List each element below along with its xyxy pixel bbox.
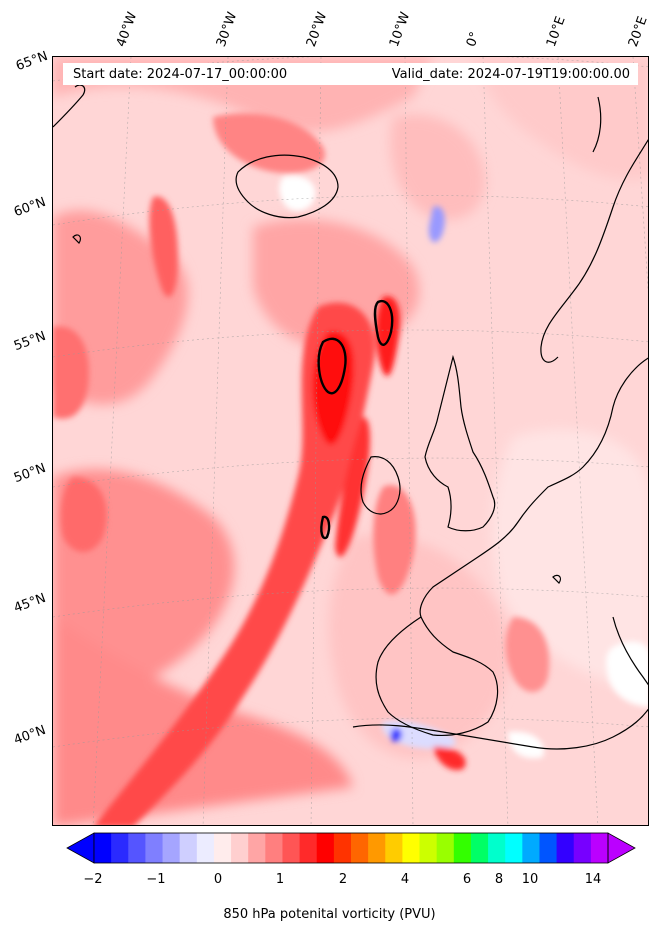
lat-label-50n: 50°N: [12, 460, 48, 487]
colorbar-swatch: [316, 833, 335, 863]
colorbar-swatch: [419, 833, 438, 863]
cb-tick-10: 10: [521, 872, 539, 887]
colorbar-swatch: [231, 833, 249, 863]
colorbar-over-arrow: [607, 832, 636, 864]
colorbar-swatch: [94, 833, 112, 863]
cb-tick-m1: −1: [146, 872, 166, 887]
colorbar-swatch: [573, 833, 592, 863]
lon-label-30w: 30°W: [213, 10, 241, 49]
colorbar-swatch: [128, 833, 146, 863]
colorbar-swatch: [402, 833, 421, 863]
map-panel: Start date: 2024-07-17_00:00:00 Valid_da…: [52, 56, 649, 826]
colorbar-swatch: [556, 833, 575, 863]
colorbar: [66, 832, 636, 864]
colorbar-swatch: [111, 833, 129, 863]
colorbar-swatch: [590, 833, 609, 863]
cb-tick-1: 1: [275, 872, 285, 887]
colorbar-swatch: [351, 833, 369, 863]
colorbar-swatch: [505, 833, 523, 863]
colorbar-swatch: [488, 833, 506, 863]
colorbar-under-arrow: [66, 832, 95, 864]
lon-label-10e: 10°E: [543, 14, 569, 50]
lon-label-0: 0°: [463, 29, 484, 49]
lat-label-60n: 60°N: [12, 194, 48, 221]
colorbar-swatch: [248, 833, 266, 863]
cb-tick-0: 0: [213, 872, 223, 887]
colorbar-swatch: [213, 833, 232, 863]
valid-date-text: Valid_date: 2024-07-19T19:00:00.00: [391, 67, 630, 82]
colorbar-swatch: [522, 833, 540, 863]
colorbar-outline: [93, 832, 609, 864]
cb-tick-2: 2: [338, 872, 348, 887]
colorbar-swatch: [265, 833, 283, 863]
cb-tick-14: 14: [584, 872, 602, 887]
colorbar-swatch: [299, 833, 318, 863]
start-date-text: Start date: 2024-07-17_00:00:00: [73, 67, 288, 82]
colorbar-swatch: [453, 833, 472, 863]
cb-tick-4: 4: [400, 872, 410, 887]
pv-field-map: [53, 57, 648, 825]
lat-label-55n: 55°N: [12, 328, 48, 355]
colorbar-swatch: [385, 833, 403, 863]
lat-label-45n: 45°N: [12, 590, 48, 617]
colorbar-swatch: [368, 833, 386, 863]
colorbar-swatch: [196, 833, 215, 863]
lon-label-40w: 40°W: [113, 10, 141, 49]
colorbar-swatch: [179, 833, 198, 863]
colorbar-swatch: [539, 833, 558, 863]
lon-label-20w: 20°W: [303, 10, 331, 49]
colorbar-label: 850 hPa potenital vorticity (PVU): [223, 907, 436, 922]
cb-tick-6: 6: [462, 872, 472, 887]
cb-tick-8: 8: [494, 872, 504, 887]
colorbar-swatch: [162, 833, 181, 863]
info-bar: [63, 63, 638, 85]
lon-label-20e: 20°E: [625, 14, 651, 50]
cb-tick-m2: −2: [83, 872, 103, 887]
lon-label-10w: 10°W: [386, 10, 414, 49]
colorbar-swatch: [282, 833, 301, 863]
colorbar-swatch: [145, 833, 164, 863]
lat-label-65n: 65°N: [14, 48, 50, 75]
colorbar-swatch: [436, 833, 455, 863]
colorbar-swatch: [333, 833, 352, 863]
colorbar-swatch: [470, 833, 489, 863]
lat-label-40n: 40°N: [12, 722, 48, 749]
